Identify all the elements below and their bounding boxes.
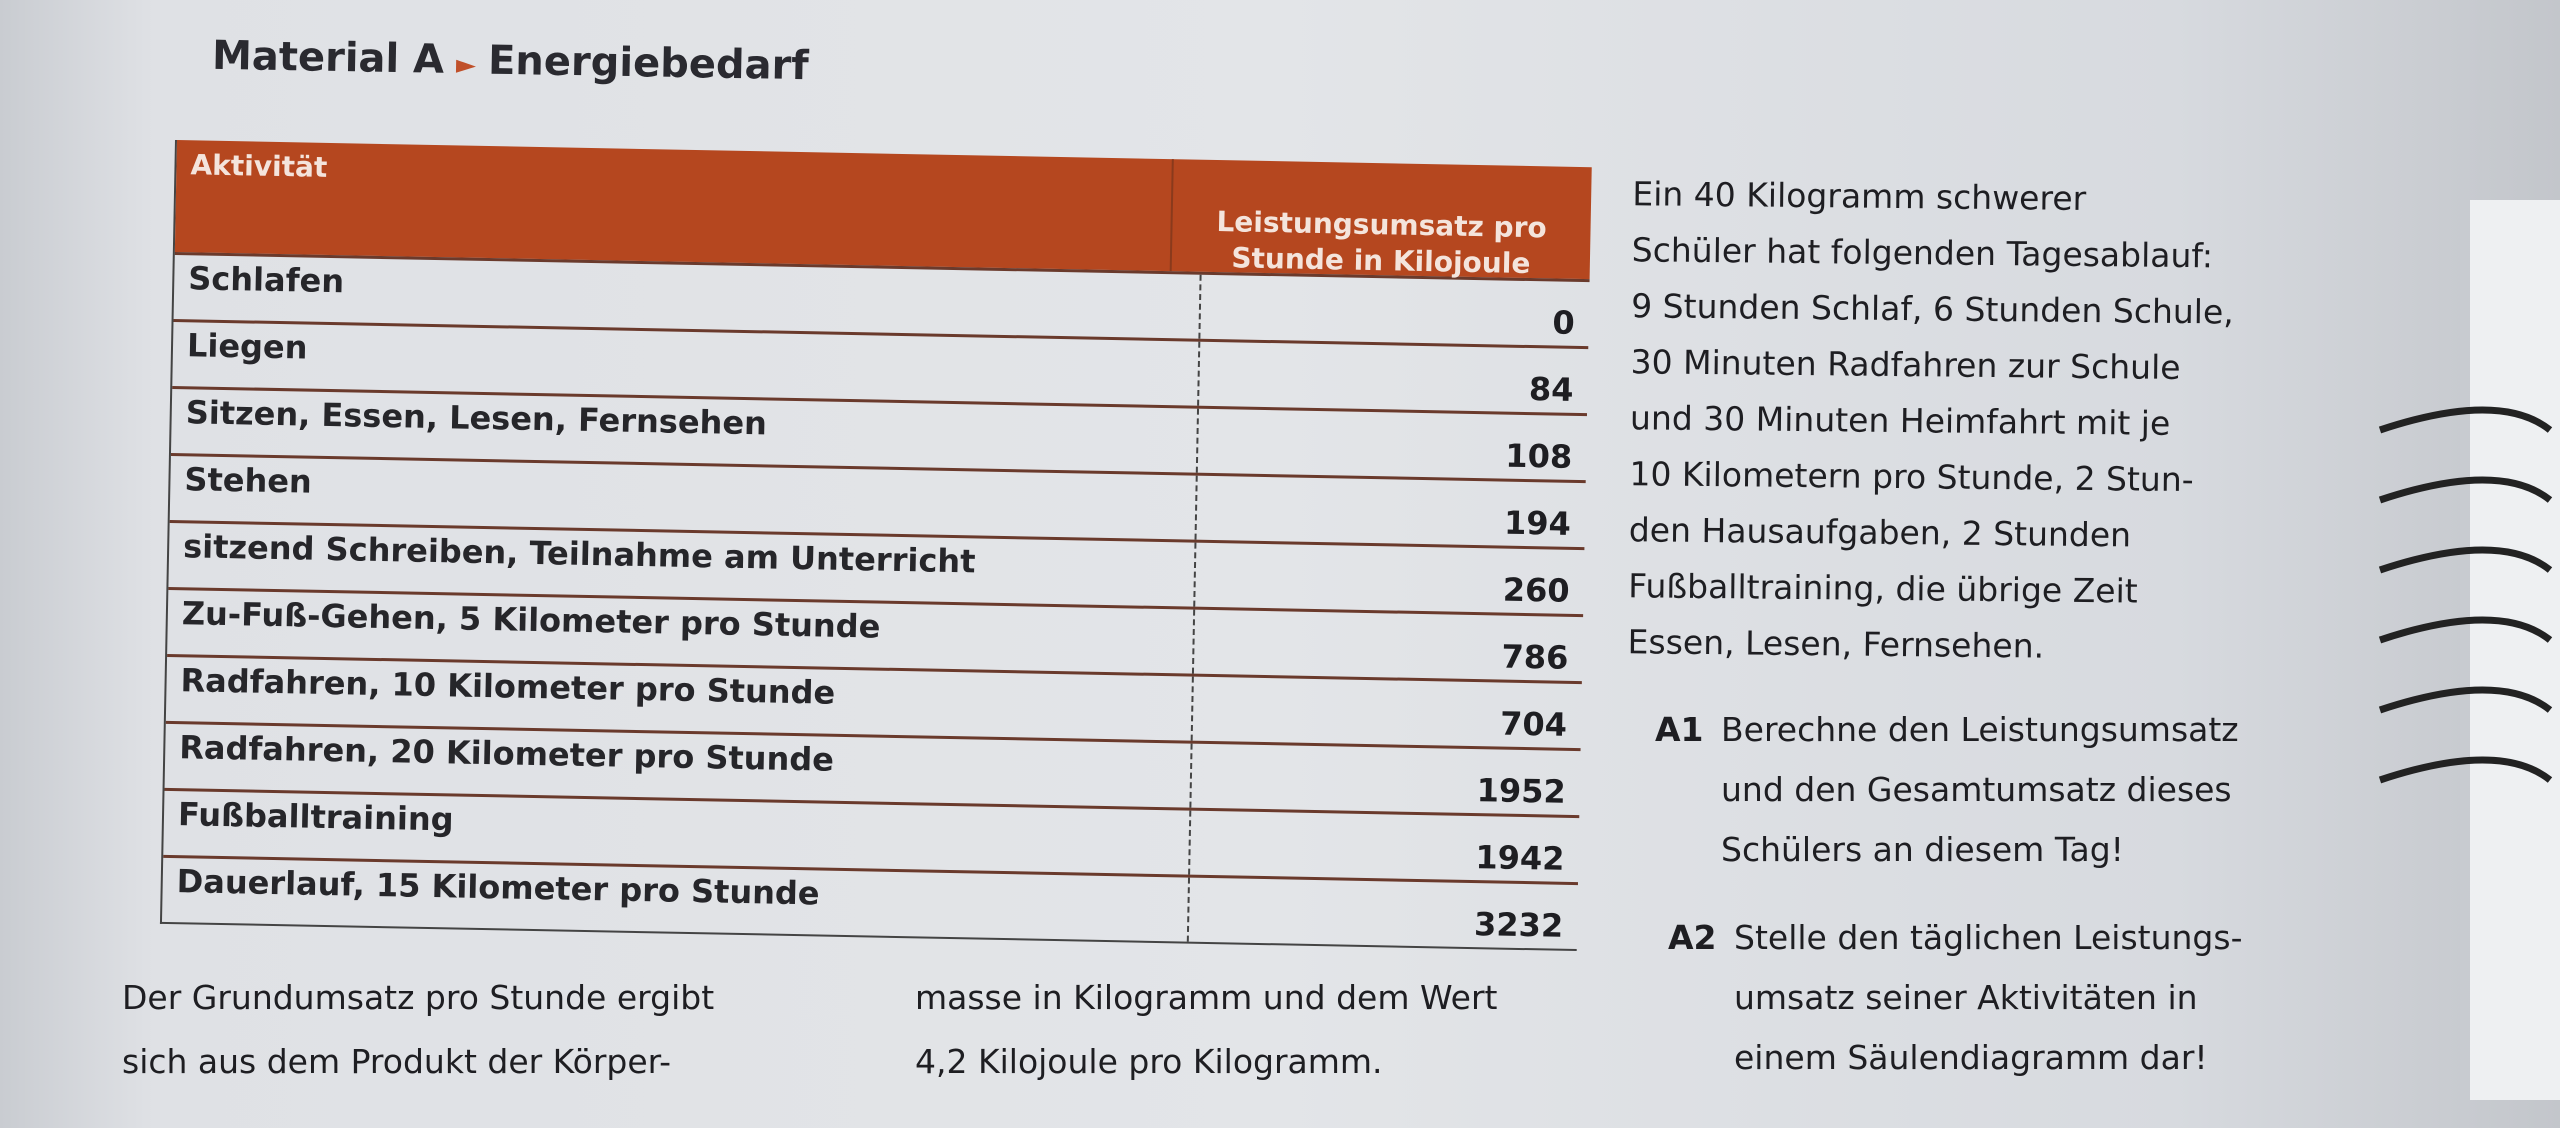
task-line: umsatz seiner Aktivitäten in (1734, 978, 2198, 1017)
value-cell: 194 (1194, 475, 1586, 548)
triangle-arrow-icon: ► (455, 50, 477, 81)
value-cell: 108 (1195, 408, 1587, 481)
material-topic: Energiebedarf (487, 37, 810, 90)
task-a1: A1 Berechne den Leistungsumsatz und den G… (1655, 700, 2375, 880)
energy-table: Aktivität Leistungsumsatz pro Stunde in … (159, 140, 1592, 952)
value-cell: 786 (1191, 609, 1584, 682)
value-cell: 1942 (1188, 810, 1580, 883)
scenario-line: 30 Minuten Radfahren zur Schule (1630, 342, 2181, 387)
footnote-col2: masse in Kilogramm und dem Wert 4,2 Kilo… (915, 966, 1497, 1094)
scenario-line: und 30 Minuten Heimfahrt mit je (1629, 398, 2171, 443)
footnote-line: sich aus dem Produkt der Körper- (122, 1042, 672, 1081)
task-line: und den Gesamtumsatz dieses (1721, 770, 2232, 809)
value-cell: 3232 (1186, 877, 1578, 950)
value-cell: 0 (1198, 274, 1590, 347)
task-label: A2 (1668, 918, 1717, 957)
header-activity: Aktivität (190, 148, 328, 184)
task-line: Schülers an diesem Tag! (1721, 830, 2124, 869)
task-label: A1 (1655, 710, 1704, 749)
scenario-line: den Hausaufgaben, 2 Stunden (1628, 510, 2132, 555)
value-cell: 84 (1197, 341, 1589, 414)
scenario-text: Ein 40 Kilogramm schwerer Schüler hat fol… (1627, 166, 2352, 678)
material-label: Material A (211, 32, 445, 83)
scenario-line: Fußballtraining, die übrige Zeit (1628, 566, 2138, 611)
value-cell: 260 (1193, 542, 1585, 615)
footnote-col1: Der Grundumsatz pro Stunde ergibt sich a… (122, 966, 714, 1094)
scenario-line: Essen, Lesen, Fernsehen. (1627, 622, 2045, 666)
task-a2: A2 Stelle den täglichen Leistungs- umsatz… (1668, 908, 2388, 1088)
scenario-line: 9 Stunden Schlaf, 6 Stunden Schule, (1630, 286, 2234, 332)
scenario-line: 10 Kilometern pro Stunde, 2 Stun- (1629, 454, 2194, 500)
task-line: Stelle den täglichen Leistungs- (1734, 918, 2243, 957)
value-cell: 704 (1190, 676, 1582, 749)
material-title: Material A ► Energiebedarf (212, 33, 809, 89)
footnote-line: 4,2 Kilojoule pro Kilogramm. (915, 1042, 1383, 1081)
scenario-line: Ein 40 Kilogramm schwerer (1632, 174, 2087, 218)
header-value: Leistungsumsatz pro Stunde in Kilojoule (1169, 159, 1592, 280)
task-line: einem Säulendiagramm dar! (1734, 1038, 2208, 1077)
value-cell: 1952 (1189, 743, 1581, 816)
spiral-binding-icon (2378, 200, 2560, 1100)
task-line: Berechne den Leistungsumsatz (1721, 710, 2239, 749)
footnote-line: masse in Kilogramm und dem Wert (915, 978, 1498, 1017)
footnote-line: Der Grundumsatz pro Stunde ergibt (122, 978, 715, 1017)
scenario-line: Schüler hat folgenden Tagesablauf: (1631, 230, 2214, 276)
